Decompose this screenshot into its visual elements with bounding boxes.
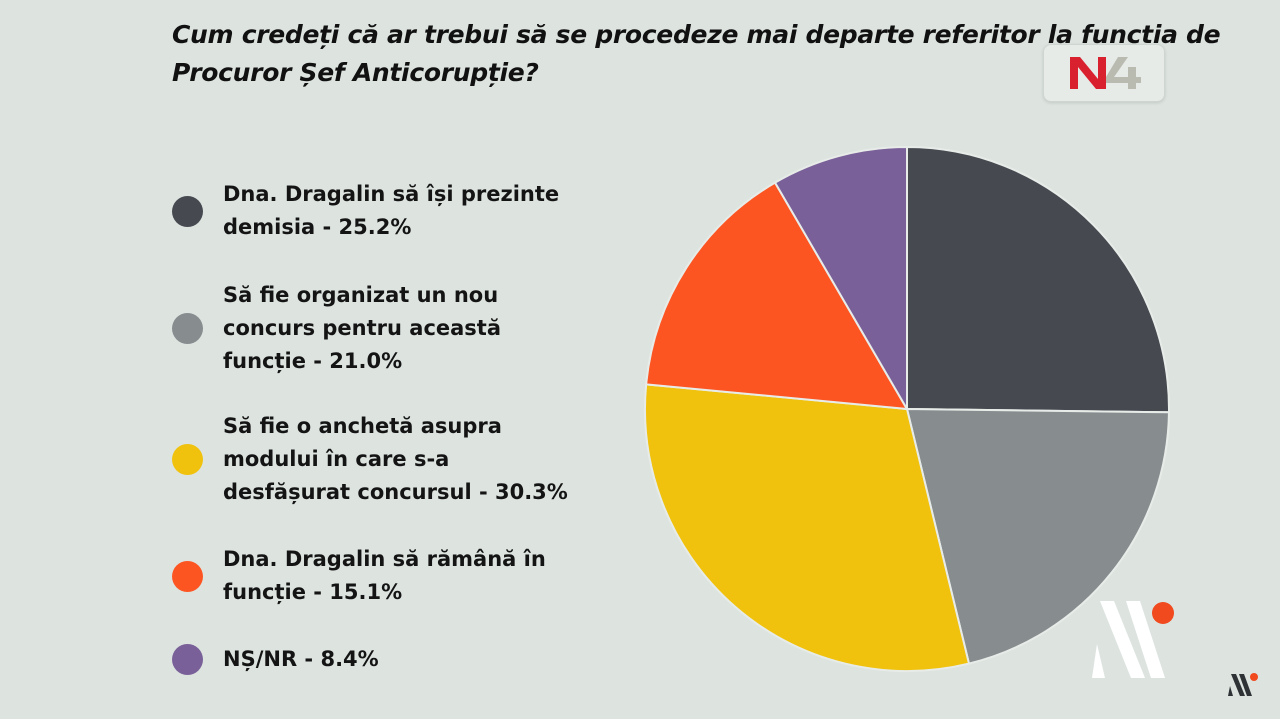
n4-logo	[1043, 44, 1165, 102]
legend-dot-icon	[172, 644, 203, 675]
legend-item: Dna. Dragalin să își prezinte demisia - …	[172, 178, 583, 244]
agency-logo-small-icon	[1228, 673, 1258, 696]
legend-dot-icon	[172, 444, 203, 475]
legend-label: Dna. Dragalin să rămână în funcție - 15.…	[223, 547, 546, 604]
agency-logo-icon	[1092, 601, 1174, 678]
pie-slice	[644, 383, 970, 672]
legend-label: Să fie o anchetă asupra modului în care …	[223, 414, 568, 504]
legend-label: Dna. Dragalin să își prezinte demisia - …	[223, 182, 560, 239]
legend-label: Să fie organizat un nou concurs pentru a…	[223, 283, 502, 373]
legend-item: Să fie organizat un nou concurs pentru a…	[172, 279, 583, 378]
legend-dot-icon	[172, 195, 203, 227]
legend-dot-icon	[172, 560, 203, 592]
chart-title: Cum credeți că ar trebui să se procedeze…	[172, 20, 1221, 87]
legend-label: NȘ/NR - 8.4%	[223, 647, 379, 671]
n4-logo-icon	[1070, 57, 1141, 89]
pie-slice	[906, 146, 1170, 414]
legend-dot-icon	[172, 313, 203, 344]
pie-slice	[774, 146, 908, 410]
pie-slice	[645, 181, 908, 410]
legend-item: Dna. Dragalin să rămână în funcție - 15.…	[172, 543, 583, 609]
legend-item: NȘ/NR - 8.4%	[172, 643, 583, 676]
legend-item: Să fie o anchetă asupra modului în care …	[172, 410, 583, 509]
pie-slice	[906, 408, 1170, 665]
